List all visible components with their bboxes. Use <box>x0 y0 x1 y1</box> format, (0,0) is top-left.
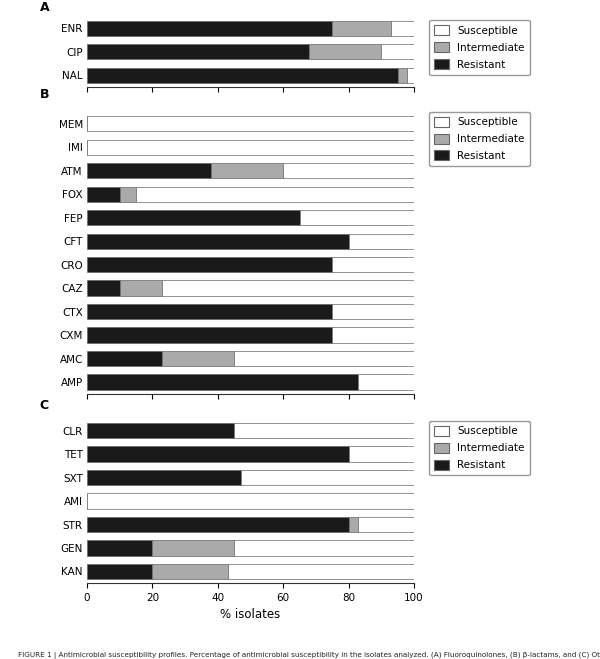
Bar <box>87 446 349 462</box>
Bar <box>241 470 414 485</box>
Legend: Susceptible, Intermediate, Resistant: Susceptible, Intermediate, Resistant <box>429 20 530 75</box>
Bar <box>211 163 283 179</box>
Bar <box>234 351 414 366</box>
Bar <box>87 186 119 202</box>
Bar <box>152 564 227 579</box>
Bar <box>87 140 414 155</box>
Bar <box>398 68 407 83</box>
Bar <box>87 116 414 131</box>
Bar <box>234 540 414 556</box>
Bar <box>119 186 136 202</box>
Bar <box>87 257 332 272</box>
Bar <box>87 210 299 225</box>
Bar <box>119 281 162 296</box>
Bar <box>87 351 162 366</box>
Bar <box>358 374 414 389</box>
Bar <box>283 163 414 179</box>
Bar <box>87 68 398 83</box>
Text: B: B <box>40 88 49 101</box>
Text: C: C <box>40 399 49 413</box>
Text: FIGURE 1 | Antimicrobial susceptibility profiles. Percentage of antimicrobial su: FIGURE 1 | Antimicrobial susceptibility … <box>18 652 600 659</box>
Bar <box>391 20 414 36</box>
Bar <box>136 186 414 202</box>
Bar <box>87 423 234 438</box>
Bar <box>358 517 414 532</box>
Bar <box>162 351 234 366</box>
Bar <box>87 374 358 389</box>
Legend: Susceptible, Intermediate, Resistant: Susceptible, Intermediate, Resistant <box>429 111 530 166</box>
Bar <box>332 328 414 343</box>
Bar <box>349 233 414 248</box>
Bar <box>87 20 332 36</box>
Bar <box>234 423 414 438</box>
Bar <box>87 564 152 579</box>
Bar <box>407 68 414 83</box>
Bar <box>87 233 349 248</box>
Bar <box>87 163 211 179</box>
Bar <box>87 494 414 509</box>
Bar <box>87 304 332 319</box>
Bar <box>87 517 349 532</box>
Bar <box>87 281 119 296</box>
Bar <box>87 540 152 556</box>
Bar <box>162 281 414 296</box>
Bar <box>332 257 414 272</box>
Bar <box>332 20 391 36</box>
Bar <box>349 446 414 462</box>
Bar <box>332 304 414 319</box>
Bar <box>310 44 382 59</box>
Bar <box>87 44 310 59</box>
Bar <box>227 564 414 579</box>
Bar <box>349 517 358 532</box>
Bar <box>382 44 414 59</box>
Bar <box>87 328 332 343</box>
Bar <box>87 470 241 485</box>
X-axis label: % isolates: % isolates <box>220 608 281 621</box>
Text: A: A <box>40 1 49 14</box>
Legend: Susceptible, Intermediate, Resistant: Susceptible, Intermediate, Resistant <box>429 420 530 475</box>
Bar <box>152 540 234 556</box>
Bar <box>299 210 414 225</box>
